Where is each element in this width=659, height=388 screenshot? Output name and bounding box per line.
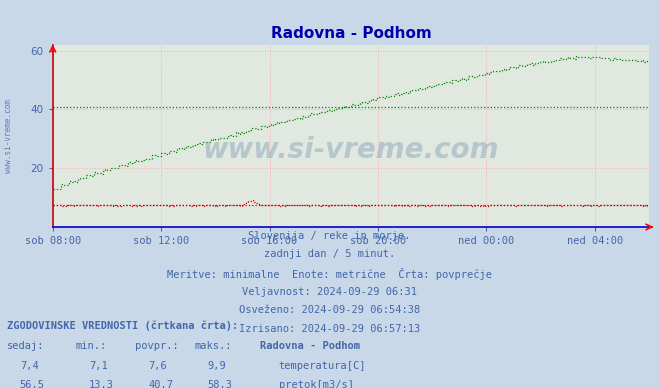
Title: Radovna - Podhom: Radovna - Podhom xyxy=(271,26,431,41)
Text: pretok[m3/s]: pretok[m3/s] xyxy=(279,380,354,388)
Text: Veljavnost: 2024-09-29 06:31: Veljavnost: 2024-09-29 06:31 xyxy=(242,287,417,297)
Text: www.si-vreme.com: www.si-vreme.com xyxy=(4,99,13,173)
Text: Meritve: minimalne  Enote: metrične  Črta: povprečje: Meritve: minimalne Enote: metrične Črta:… xyxy=(167,268,492,280)
Text: www.si-vreme.com: www.si-vreme.com xyxy=(203,137,499,165)
Text: ZGODOVINSKE VREDNOSTI (črtkana črta):: ZGODOVINSKE VREDNOSTI (črtkana črta): xyxy=(7,320,238,331)
Text: 13,3: 13,3 xyxy=(89,380,114,388)
Text: Izrisano: 2024-09-29 06:57:13: Izrisano: 2024-09-29 06:57:13 xyxy=(239,324,420,334)
Text: 7,6: 7,6 xyxy=(148,361,167,371)
Text: Osveženo: 2024-09-29 06:54:38: Osveženo: 2024-09-29 06:54:38 xyxy=(239,305,420,315)
Text: povpr.:: povpr.: xyxy=(135,341,179,352)
Text: temperatura[C]: temperatura[C] xyxy=(279,361,366,371)
Text: maks.:: maks.: xyxy=(194,341,232,352)
Text: sedaj:: sedaj: xyxy=(7,341,44,352)
Text: zadnji dan / 5 minut.: zadnji dan / 5 minut. xyxy=(264,249,395,260)
Text: 56,5: 56,5 xyxy=(20,380,45,388)
Text: 40,7: 40,7 xyxy=(148,380,173,388)
Text: 58,3: 58,3 xyxy=(208,380,233,388)
Text: min.:: min.: xyxy=(76,341,107,352)
Text: 7,4: 7,4 xyxy=(20,361,38,371)
Text: 7,1: 7,1 xyxy=(89,361,107,371)
Text: Radovna - Podhom: Radovna - Podhom xyxy=(260,341,360,352)
Text: 9,9: 9,9 xyxy=(208,361,226,371)
Text: Slovenija / reke in morje.: Slovenija / reke in morje. xyxy=(248,231,411,241)
